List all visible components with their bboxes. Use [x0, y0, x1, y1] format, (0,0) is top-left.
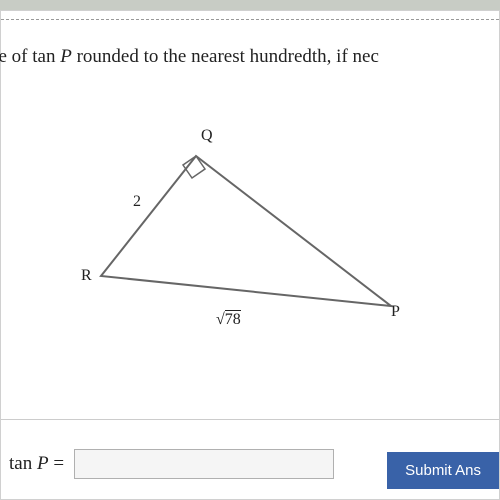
answer-label: tan P =	[9, 453, 64, 475]
answer-input[interactable]	[74, 449, 334, 479]
question-prefix: ue of tan	[0, 46, 60, 67]
answer-suffix: =	[49, 453, 64, 474]
vertex-r-label: R	[81, 267, 92, 285]
submit-button[interactable]: Submit Ans	[387, 452, 499, 489]
divider-top	[1, 19, 499, 20]
triangle-shape	[101, 156, 391, 306]
answer-row: tan P = Submit Ans	[1, 439, 499, 489]
side-rp-label: √78	[216, 311, 241, 329]
side-rq-label: 2	[133, 193, 141, 211]
triangle-diagram: Q R P 2 √78	[51, 131, 411, 371]
vertex-q-label: Q	[201, 127, 213, 145]
question-variable: P	[60, 46, 72, 67]
divider-bottom	[1, 419, 499, 420]
vertex-p-label: P	[391, 303, 400, 321]
sqrt-icon: √	[216, 311, 225, 328]
answer-variable: P	[37, 453, 49, 474]
page-container: ue of tan P rounded to the nearest hundr…	[0, 10, 500, 500]
answer-prefix: tan	[9, 453, 37, 474]
question-suffix: rounded to the nearest hundredth, if nec	[72, 46, 379, 67]
triangle-svg	[51, 131, 411, 371]
sqrt-radicand: 78	[225, 310, 241, 328]
question-text: ue of tan P rounded to the nearest hundr…	[0, 46, 379, 68]
